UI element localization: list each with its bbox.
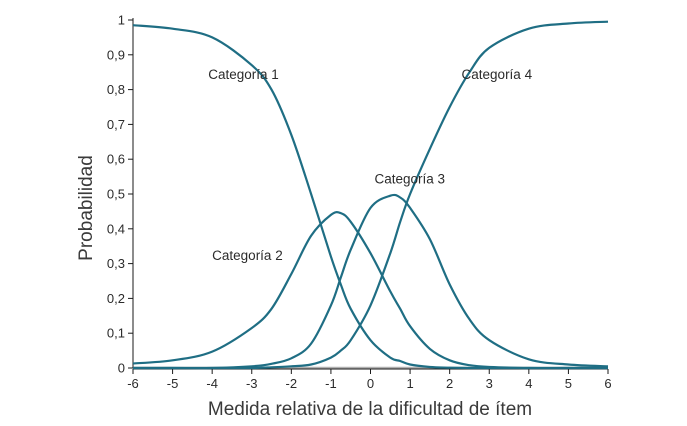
series-label-4: Categoría 4 — [462, 67, 533, 82]
x-tick-label: -6 — [127, 376, 139, 391]
y-tick-label: 0,4 — [107, 221, 125, 236]
x-tick-label: 4 — [525, 376, 532, 391]
y-axis-title: Probabilidad — [76, 155, 97, 261]
x-tick-label: -5 — [167, 376, 179, 391]
series-line-3 — [133, 193, 609, 370]
x-tick-label: 0 — [367, 376, 374, 391]
y-tick-label: 0,6 — [107, 152, 125, 167]
y-tick-label: 0,5 — [107, 187, 125, 202]
series-line-1 — [132, 24, 608, 370]
series-label-1: Categoría 1 — [208, 67, 279, 82]
series-label-3: Categoría 3 — [374, 172, 445, 187]
series-labels: Categoría 1 Categoría 2 Categoría 3 Categor… — [208, 67, 532, 263]
x-tick-label: 5 — [565, 376, 572, 391]
x-axis-title: Medida relativa de la dificultad de ítem — [208, 399, 532, 420]
series-line-2 — [132, 211, 608, 370]
curves — [132, 20, 609, 370]
x-tick-label: -4 — [206, 376, 218, 391]
axes: 0 0,1 0,2 0,3 0,4 0,5 0,6 0,7 0,8 0,9 1 -6 -5 -4 -3 -2 -… — [107, 13, 612, 392]
x-tick-label: 6 — [604, 376, 611, 391]
y-tick-label: 0,9 — [107, 47, 125, 62]
y-tick-label: 0,3 — [107, 256, 125, 271]
x-tick-label: -3 — [246, 376, 258, 391]
x-tick-label: -2 — [286, 376, 298, 391]
series-label-2: Categoría 2 — [212, 248, 283, 263]
x-tick-label: 3 — [486, 376, 493, 391]
series-line-4 — [133, 20, 609, 370]
y-tick-label: 0,2 — [107, 291, 125, 306]
x-tick-label: 2 — [446, 376, 453, 391]
x-tick-label: -1 — [325, 376, 337, 391]
y-tick-label: 0 — [118, 361, 125, 376]
y-tick-label: 1 — [118, 13, 125, 28]
x-tick-label: 1 — [406, 376, 413, 391]
y-tick-label: 0,8 — [107, 82, 125, 97]
y-tick-label: 0,1 — [107, 326, 125, 341]
y-tick-label: 0,7 — [107, 117, 125, 132]
